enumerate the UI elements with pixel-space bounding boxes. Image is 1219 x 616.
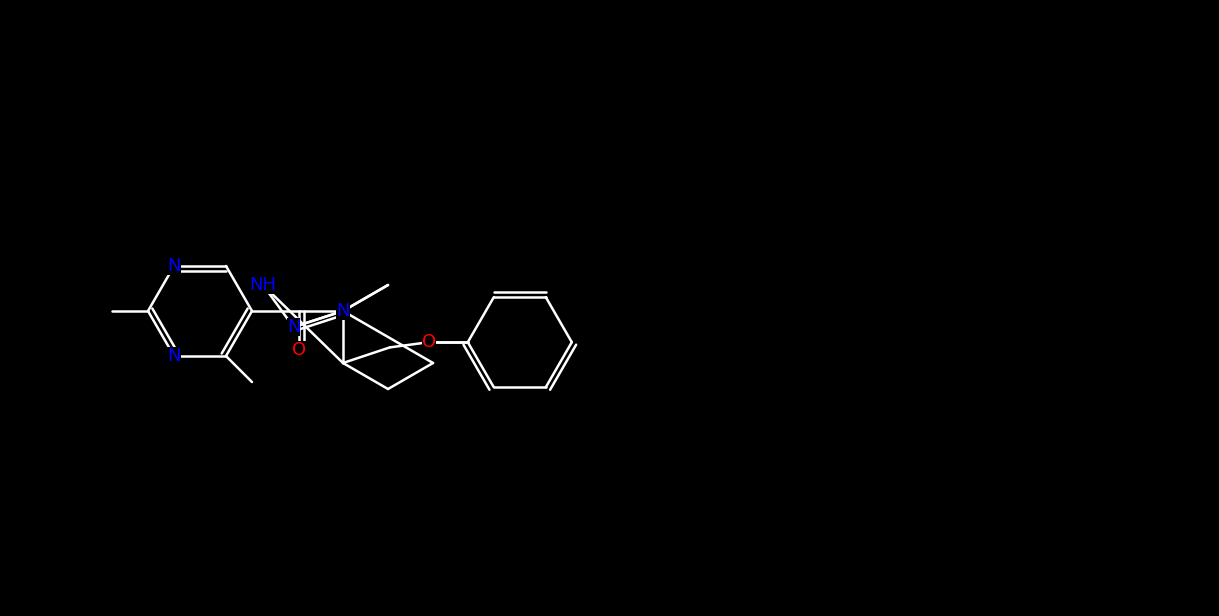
Text: NH: NH — [250, 276, 277, 294]
Text: N: N — [336, 302, 350, 320]
Text: O: O — [291, 341, 306, 359]
Text: N: N — [167, 347, 180, 365]
Text: N: N — [286, 318, 300, 336]
Text: N: N — [167, 257, 180, 275]
Text: O: O — [422, 333, 436, 351]
